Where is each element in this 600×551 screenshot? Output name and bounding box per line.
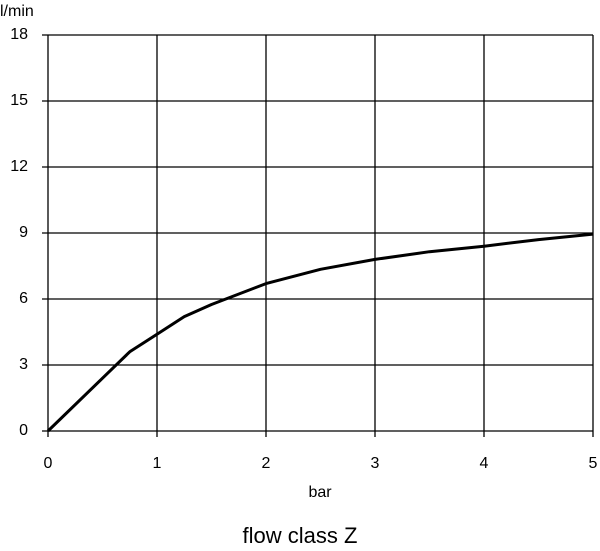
data-line (46, 232, 594, 433)
x-axis-label: bar (308, 484, 332, 501)
y-tick-label: 3 (19, 356, 28, 373)
x-tick-label: 1 (153, 455, 162, 472)
y-tick-label: 18 (10, 26, 28, 43)
x-tick-label: 5 (589, 455, 598, 472)
x-tick-label: 4 (480, 455, 489, 472)
y-tick-label: 12 (10, 158, 28, 175)
x-tick-label: 3 (371, 455, 380, 472)
y-tick-label: 0 (19, 422, 28, 439)
y-axis-label: l/min (0, 3, 34, 20)
chart-title: flow class Z (243, 523, 358, 548)
y-tick-label: 6 (19, 290, 28, 307)
x-tick-label: 2 (262, 455, 271, 472)
x-tick-label: 0 (44, 455, 53, 472)
y-tick-label: 15 (10, 92, 28, 109)
y-tick-label: 9 (19, 224, 28, 241)
